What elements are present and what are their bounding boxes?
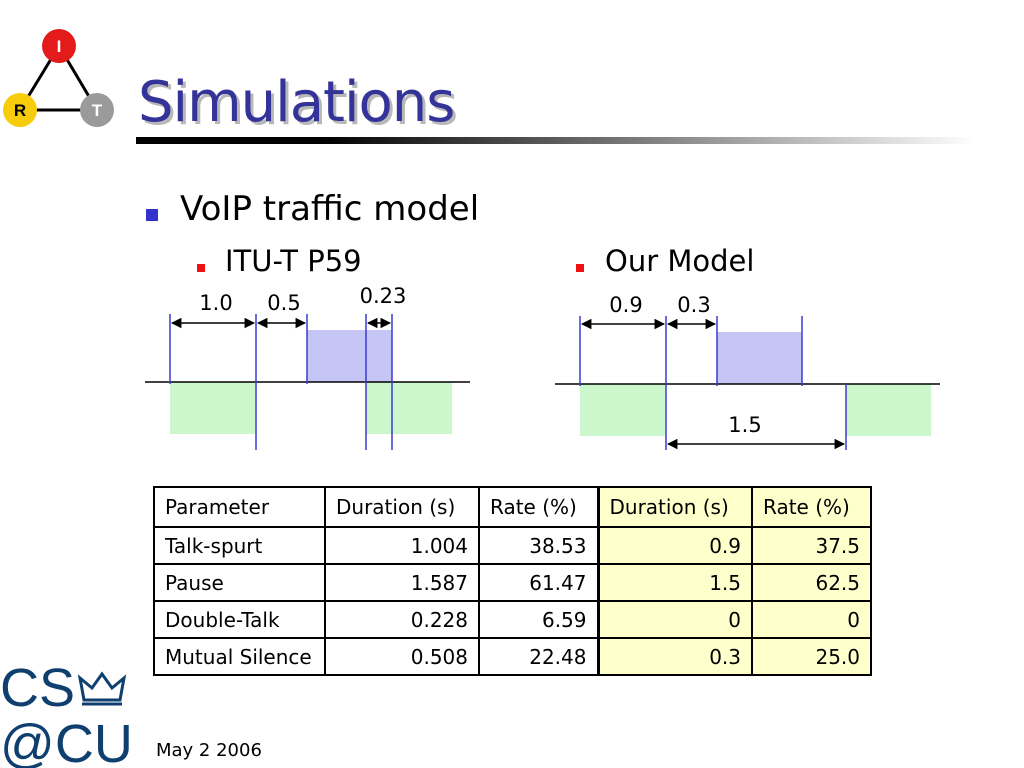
table-cell: 0.9 <box>596 526 753 565</box>
table-cell: Pause <box>153 563 326 602</box>
table-header-cell: Duration (s) <box>324 486 480 528</box>
table-header-cell: Rate (%) <box>478 486 599 528</box>
bullet-main-text: VoIP traffic model <box>180 189 480 229</box>
duration-label: 0.3 <box>677 293 710 317</box>
table-header-row: Parameter Duration (s) Rate (%) Duration… <box>153 486 872 528</box>
table-cell: 1.004 <box>324 526 480 565</box>
duration-label: 0.5 <box>267 291 300 315</box>
talk-block <box>307 330 392 382</box>
duration-label: 0.9 <box>609 293 642 317</box>
table-cell: Talk-spurt <box>153 526 326 565</box>
silence-block <box>580 384 665 436</box>
subbullet-our-model-text: Our Model <box>605 244 755 278</box>
bullet-square-icon <box>146 209 158 221</box>
bullet-small-icon <box>576 264 584 272</box>
logo-node-i <box>42 29 76 63</box>
cscu-logo: CS @CU <box>0 658 132 768</box>
slide-title: Simulations <box>138 70 455 135</box>
logo-text-cs: CS <box>0 658 75 718</box>
subbullet-itu-text: ITU-T P59 <box>225 244 362 278</box>
silence-block <box>366 382 452 434</box>
logo-letter-i: I <box>57 37 62 56</box>
table-row: Mutual Silence 0.508 22.48 0.3 25.0 <box>153 637 872 676</box>
silence-block <box>170 382 255 434</box>
silence-block <box>846 384 931 436</box>
table-cell: Double-Talk <box>153 600 326 639</box>
bullet-small-icon <box>197 264 205 272</box>
logo-letter-r: R <box>14 101 26 120</box>
footer-date: May 2 2006 <box>156 740 262 761</box>
table-cell: 0 <box>751 600 872 639</box>
table-row: Talk-spurt 1.004 38.53 0.9 37.5 <box>153 526 872 565</box>
table-header-cell: Parameter <box>153 486 326 528</box>
table-header-cell: Rate (%) <box>751 486 872 528</box>
crown-icon <box>77 671 127 706</box>
table-cell: 25.0 <box>751 637 872 676</box>
talk-block <box>717 332 802 384</box>
table-cell: 0 <box>596 600 753 639</box>
duration-label: 1.0 <box>199 291 232 315</box>
table-row: Double-Talk 0.228 6.59 0 0 <box>153 600 872 639</box>
title-underline <box>136 137 976 144</box>
table-cell: 62.5 <box>751 563 872 602</box>
table-cell: 22.48 <box>478 637 599 676</box>
table-cell: 0.508 <box>324 637 480 676</box>
table-cell: 0.3 <box>596 637 753 676</box>
table-header-cell: Duration (s) <box>596 486 753 528</box>
table-cell: Mutual Silence <box>153 637 326 676</box>
our-model-diagram: 0.9 0.3 1.5 <box>555 293 940 450</box>
duration-label: 1.5 <box>728 413 761 437</box>
table-cell: 37.5 <box>751 526 872 565</box>
itu-diagram: 1.0 0.5 0.23 <box>145 284 470 450</box>
logo-node-r <box>3 93 37 127</box>
table-cell: 61.47 <box>478 563 599 602</box>
table-cell: 38.53 <box>478 526 599 565</box>
logo-node-t <box>80 93 114 127</box>
table-cell: 1.5 <box>596 563 753 602</box>
logo-letter-t: T <box>92 101 103 120</box>
table-cell: 0.228 <box>324 600 480 639</box>
duration-label: 0.23 <box>360 284 407 308</box>
irt-logo: I R T <box>3 29 114 127</box>
parameter-table: Parameter Duration (s) Rate (%) Duration… <box>153 486 872 676</box>
table-cell: 6.59 <box>478 600 599 639</box>
table-cell: 1.587 <box>324 563 480 602</box>
table-row: Pause 1.587 61.47 1.5 62.5 <box>153 563 872 602</box>
logo-text-at-cu: @CU <box>0 714 132 768</box>
